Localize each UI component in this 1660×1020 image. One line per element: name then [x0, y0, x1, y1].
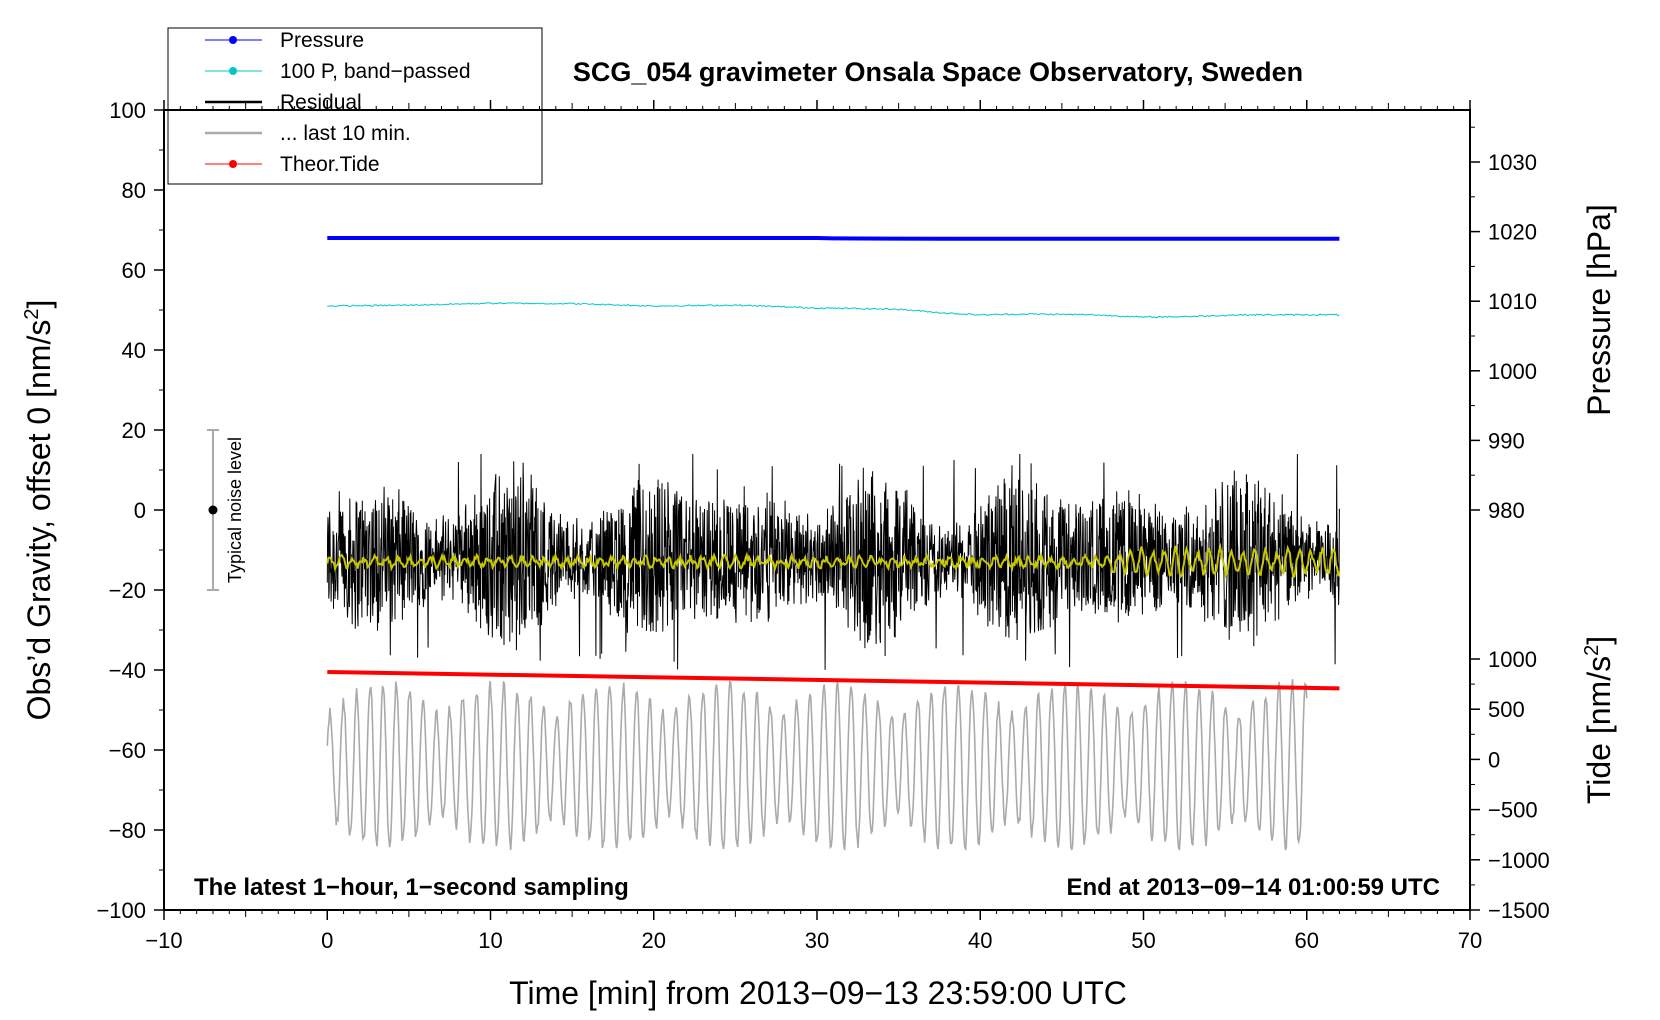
y-axis-label-gravity-end: ]: [21, 300, 57, 309]
noise-bar-label: Typical noise level: [225, 437, 245, 583]
x-tick-label: 10: [478, 928, 502, 953]
tide-tick-label: 1000: [1488, 647, 1537, 672]
y-tick-label: 80: [122, 178, 146, 203]
x-tick-label: 50: [1131, 928, 1155, 953]
y-tick-label: 60: [122, 258, 146, 283]
y-axis-label-pressure: Pressure [hPa]: [1581, 204, 1617, 416]
legend: Pressure 100 P, band−passed Residual ... la…: [167, 27, 543, 185]
tide-tick-label: 500: [1488, 697, 1525, 722]
x-tick-label: 0: [321, 928, 333, 953]
x-tick-label: 20: [642, 928, 666, 953]
legend-item-label: Theor.Tide: [280, 153, 380, 176]
y-axis-tide: −1500 −1000 −500 0 500 1000: [1470, 647, 1550, 923]
x-tick-label: −10: [145, 928, 182, 953]
y-axis-label-gravity: Obs’d Gravity, offset 0 [nm/s2]: [21, 300, 57, 721]
legend-swatch-marker: [229, 67, 237, 75]
x-tick-label: 30: [805, 928, 829, 953]
series-residual: [326, 453, 1340, 670]
series-last-10-min: [326, 679, 1308, 852]
y-tick-label: −40: [109, 658, 146, 683]
legend-item-label: Pressure: [280, 29, 364, 52]
pressure-tick-label: 980: [1488, 498, 1525, 523]
pressure-tick-label: 1020: [1488, 220, 1537, 245]
tide-tick-label: 0: [1488, 747, 1500, 772]
tide-tick-label: −1000: [1488, 848, 1550, 873]
pressure-tick-label: 1000: [1488, 359, 1537, 384]
y-axis-label-gravity-main: Obs’d Gravity, offset 0 [nm/s: [21, 320, 57, 721]
y-tick-label: 100: [109, 98, 146, 123]
legend-swatch-marker: [229, 160, 237, 168]
series-residual-smoothed: [326, 543, 1341, 579]
chart-title: SCG_054 gravimeter Onsala Space Observat…: [573, 57, 1303, 87]
tide-tick-label: −1500: [1488, 898, 1550, 923]
annotation-end-time: End at 2013−09−14 01:00:59 UTC: [1066, 874, 1440, 901]
noise-bar-center-dot: [208, 505, 218, 515]
y-axis-label-gravity-sup: 2: [21, 309, 43, 320]
legend-swatch-marker: [229, 36, 237, 44]
y-tick-label: −100: [96, 898, 146, 923]
x-axis-label: Time [min] from 2013−09−13 23:59:00 UTC: [509, 975, 1127, 1011]
y-tick-label: −80: [109, 818, 146, 843]
series-pressure: [327, 236, 1340, 241]
pressure-tick-label: 1030: [1488, 150, 1537, 175]
x-tick-label: 70: [1458, 928, 1482, 953]
tide-tick-label: −500: [1488, 798, 1538, 823]
annotation-sampling: The latest 1−hour, 1−second sampling: [194, 874, 629, 901]
y-tick-label: −60: [109, 738, 146, 763]
series-theoretical-tide: [327, 670, 1340, 691]
noise-level-bar: Typical noise level: [206, 429, 245, 591]
x-axis: −10 0 10 20 30 40 50 60 70: [145, 100, 1482, 953]
legend-item-label: ... last 10 min.: [280, 122, 411, 145]
legend-box: [167, 27, 543, 185]
x-tick-label: 60: [1295, 928, 1319, 953]
y-axis-pressure: 980 990 1000 1010 1020 1030: [1470, 150, 1537, 523]
y-axis-label-tide-sup: 2: [1581, 645, 1603, 656]
y-axis-label-tide-main: Tide [nm/s: [1581, 656, 1617, 804]
series-group: [326, 236, 1341, 852]
legend-item-label: Residual: [280, 91, 362, 114]
y-axis-label-tide: Tide [nm/s2]: [1581, 636, 1617, 804]
x-tick-label: 40: [968, 928, 992, 953]
pressure-tick-label: 990: [1488, 428, 1525, 453]
y-axis-label-tide-end: ]: [1581, 636, 1617, 645]
series-band-passed-pressure: [327, 302, 1340, 319]
y-tick-label: 40: [122, 338, 146, 363]
y-tick-label: 0: [134, 498, 146, 523]
y-axis-gravity: −100 −80 −60 −40 −20 0 20 40 60 80 100: [96, 98, 164, 923]
legend-item-label: 100 P, band−passed: [280, 60, 471, 83]
y-tick-label: 20: [122, 418, 146, 443]
y-tick-label: −20: [109, 578, 146, 603]
pressure-tick-label: 1010: [1488, 289, 1537, 314]
